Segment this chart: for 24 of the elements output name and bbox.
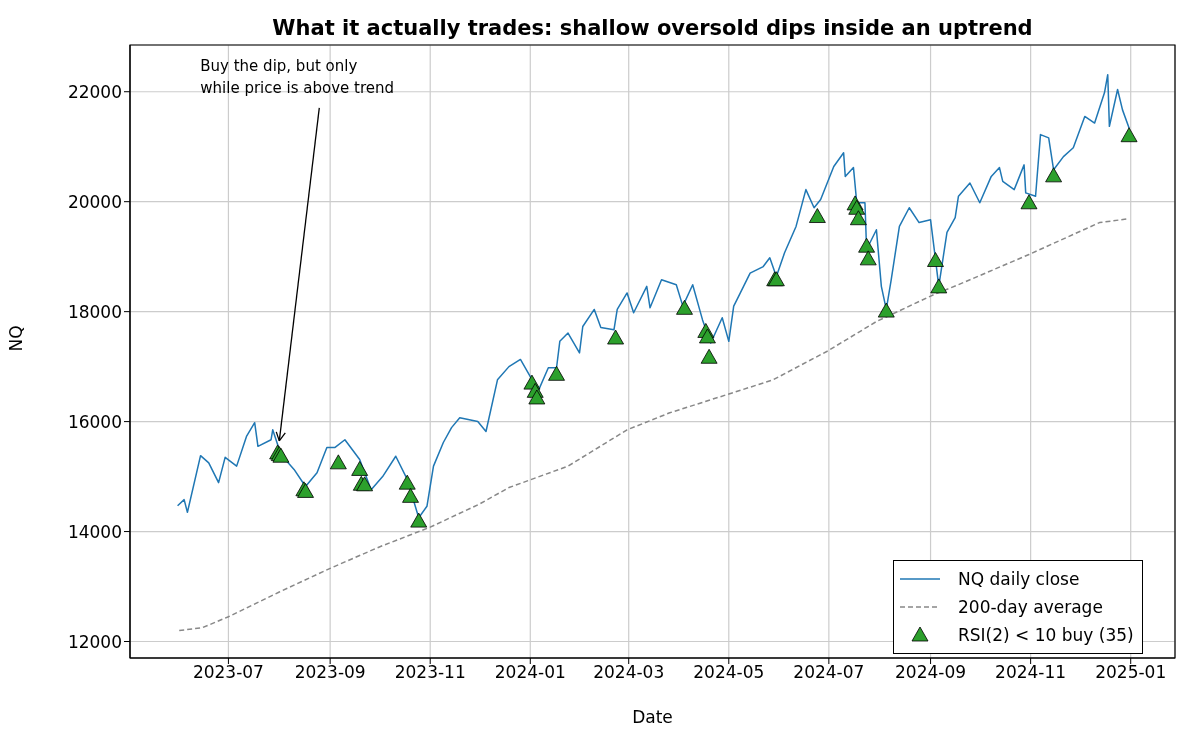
x-tick-label: 2023-09 <box>294 662 366 683</box>
y-tick-label: 12000 <box>67 631 122 652</box>
legend-label: NQ daily close <box>958 568 1080 591</box>
x-tick-label: 2024-03 <box>593 662 665 683</box>
x-tick-label: 2024-01 <box>494 662 566 683</box>
y-tick-label: 16000 <box>67 411 122 432</box>
x-tick-label: 2024-09 <box>895 662 967 683</box>
x-tick-label: 2023-07 <box>192 662 264 683</box>
x-axis-title: Date <box>632 707 673 727</box>
y-tick-label: 14000 <box>67 521 122 542</box>
x-tick-label: 2024-11 <box>995 662 1067 683</box>
y-tick-label: 22000 <box>67 81 122 102</box>
x-tick-label: 2025-01 <box>1095 662 1167 683</box>
y-axis-title: NQ <box>6 325 27 352</box>
chart-title: What it actually trades: shallow oversold dips inside an uptrend <box>271 16 1034 40</box>
annotation: Buy the dip, but only while price is above trend <box>200 56 394 442</box>
x-tick-label: 2023-11 <box>394 662 466 683</box>
x-tick-label: 2024-07 <box>793 662 865 683</box>
y-tick-label: 20000 <box>67 191 122 212</box>
y-tick-label: 18000 <box>67 301 122 322</box>
annotation: Buy the dip, but only while price is above trend <box>200 56 394 97</box>
legend-label: 200-day average <box>958 596 1103 619</box>
x-tick-label: 2024-05 <box>693 662 765 683</box>
legend-label: RSI(2) < 10 buy (35) <box>958 624 1134 647</box>
